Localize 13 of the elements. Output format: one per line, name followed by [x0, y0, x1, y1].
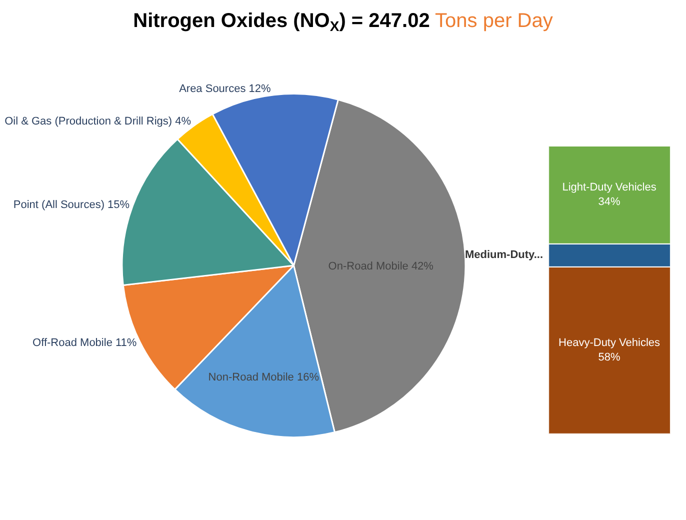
slice-label: Point (All Sources) 15% — [13, 198, 130, 211]
slice-label: Off-Road Mobile 11% — [32, 337, 137, 350]
slice-label: Oil & Gas (Production & Drill Rigs) 4% — [4, 116, 192, 128]
chart-subtitle: Tons per Day — [435, 10, 553, 32]
slice-label: Area Sources 12% — [179, 82, 271, 95]
chart-title: Nitrogen Oxides (NO$_{X}$) = 247.02 — [133, 10, 430, 34]
series-label: Light-Duty Vehicles — [562, 182, 657, 194]
slice-label: Non-Road Mobile 16% — [208, 371, 320, 384]
series-label: Heavy-Duty Vehicles — [558, 337, 661, 350]
series-label: Medium-Duty... — [465, 249, 544, 261]
slice-label: On-Road Mobile 42% — [328, 260, 434, 272]
data-label: 34% — [598, 196, 620, 208]
data-label: 58% — [598, 352, 620, 364]
